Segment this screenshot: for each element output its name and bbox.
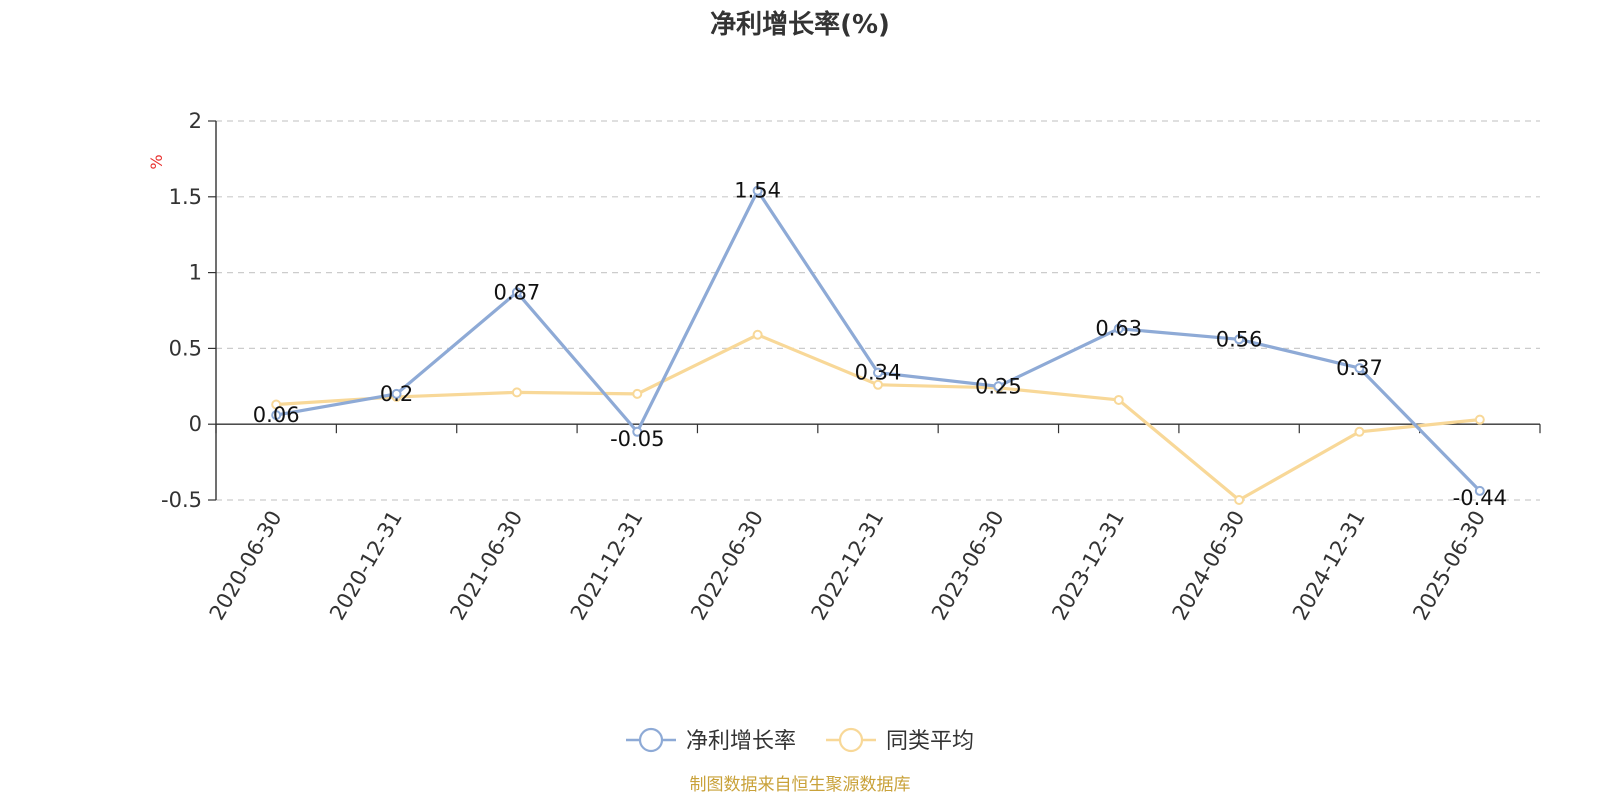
x-tick-label: 2023-12-31 [1047,507,1129,625]
data-point[interactable] [632,426,643,437]
x-tick-label: 2020-06-30 [205,507,287,625]
legend-marker [838,727,864,753]
data-point[interactable] [1234,495,1245,505]
data-label: 1.54 [734,179,781,203]
x-tick-label: 2020-12-31 [325,506,407,624]
chart-title: 净利增长率(%) [710,9,890,40]
data-point[interactable] [511,387,522,398]
y-tick-label: 2 [189,109,202,133]
y-tick-label: 1 [189,261,202,285]
data-point[interactable] [752,185,763,196]
y-axis-unit-label: % [147,154,166,169]
x-tick-label: 2025-06-30 [1408,507,1490,625]
data-label: -0.44 [1453,486,1507,510]
data-label: 0.63 [1095,317,1142,341]
x-tick-label: 2022-12-31 [807,507,889,625]
data-point[interactable] [873,379,883,390]
data-point[interactable] [873,367,883,378]
legend-label: 同类平均 [886,729,974,754]
data-label: 0.34 [855,361,902,385]
data-point[interactable] [993,381,1004,392]
legend-item-1[interactable]: 同类平均 [826,727,974,754]
x-tick-label: 2021-12-31 [566,507,648,625]
source-note: 制图数据来自恒生聚源数据库 [690,775,911,795]
series-layer [271,185,1485,505]
y-tick-label: 0.5 [169,336,202,360]
legend-marker [638,727,664,753]
x-tick-label: 2023-06-30 [927,507,1009,625]
legend[interactable]: 净利增长率 同类平均 [626,727,974,754]
data-point[interactable] [1474,485,1485,496]
x-tick-label: 2022-06-30 [686,507,768,625]
legend-label: 净利增长率 [686,729,796,754]
x-tick-label: 2024-12-31 [1288,507,1370,625]
data-label: -0.05 [610,427,664,451]
data-point[interactable] [632,388,643,399]
data-label: 0.06 [253,403,300,427]
data-label: 0.37 [1336,356,1383,380]
y-tick-label: 1.5 [169,185,202,209]
data-point[interactable] [1474,414,1485,425]
data-point[interactable] [511,287,522,298]
data-point[interactable] [752,329,763,340]
legend-item-0[interactable]: 净利增长率 [626,727,796,754]
data-labels: 0.06 0.2 0.87 -0.05 1.54 0.34 0.25 0.63 0.56 0.37… [253,179,1507,510]
y-tick-label: 0 [189,412,202,436]
series-line-0 [275,189,1481,493]
y-tick-label: -0.5 [161,488,202,512]
series-line-1 [276,333,1480,502]
data-point[interactable] [1354,363,1365,374]
data-point[interactable] [1113,394,1124,405]
data-label: 0.87 [494,280,541,304]
x-tick-label: 2024-06-30 [1168,507,1250,625]
data-point[interactable] [271,410,282,421]
data-label: 0.25 [975,374,1022,398]
data-point[interactable] [1113,323,1124,334]
data-point[interactable] [271,399,282,410]
data-label: 0.56 [1216,327,1263,351]
grid-lines [216,120,1540,501]
data-point[interactable] [1354,426,1365,437]
data-point[interactable] [1234,334,1245,345]
data-point[interactable] [391,388,402,399]
data-label: 0.2 [380,382,413,406]
x-tick-label: 2021-06-30 [445,507,527,625]
